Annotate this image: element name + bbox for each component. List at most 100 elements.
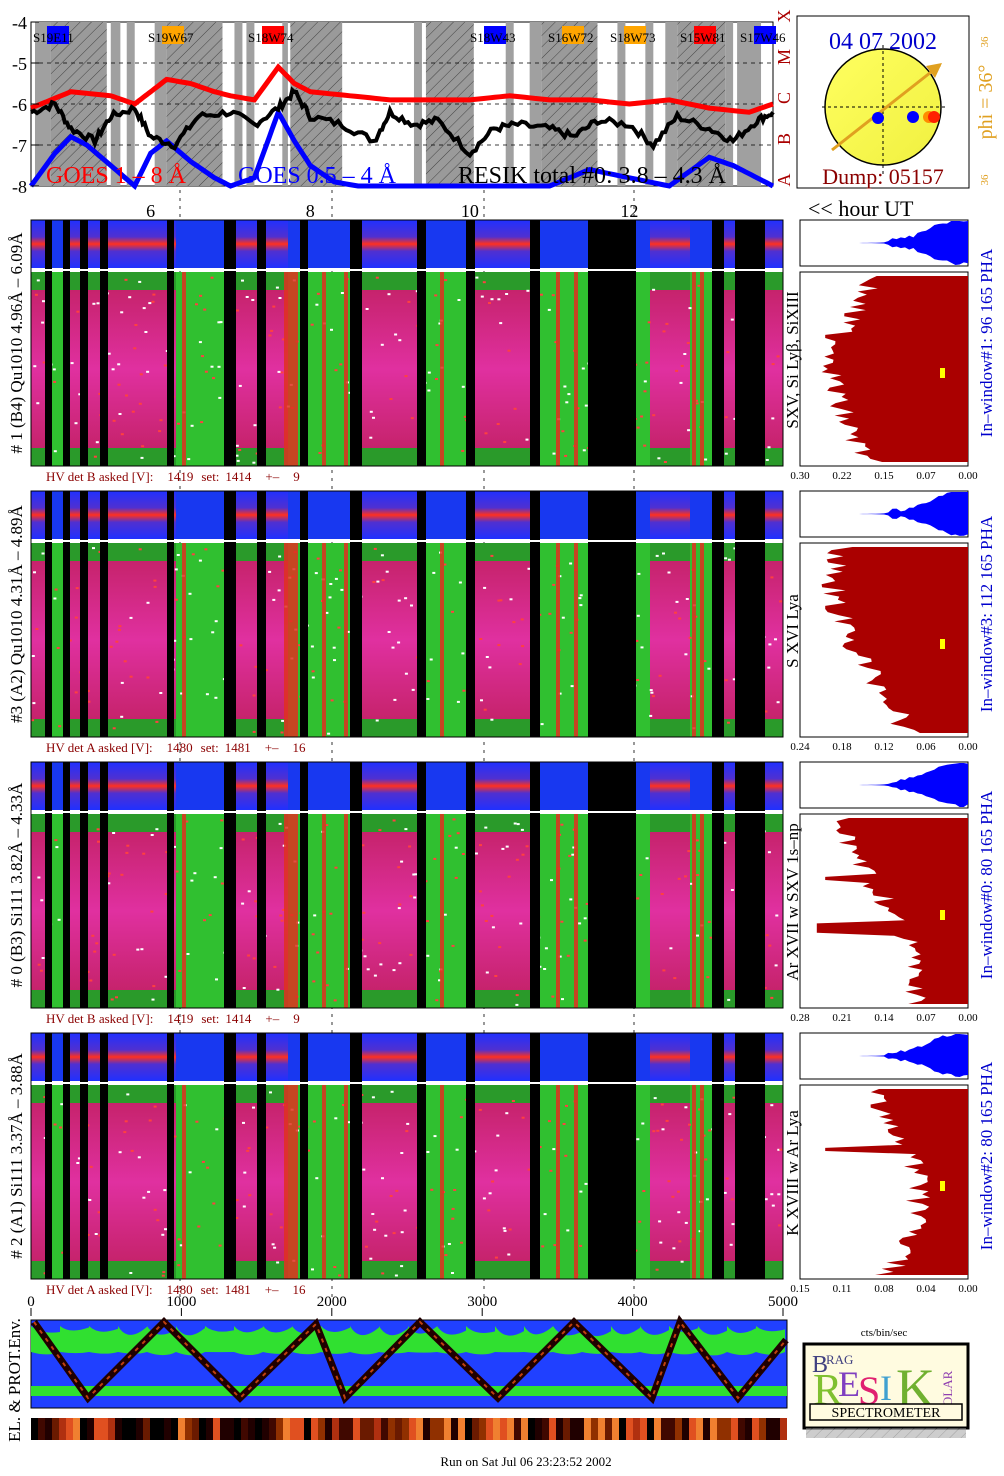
noise-speck <box>238 449 242 451</box>
noise-speck <box>310 645 314 648</box>
green-column <box>426 814 466 1008</box>
noise-speck <box>497 298 501 301</box>
noise-speck <box>433 1135 437 1138</box>
noise-speck <box>395 1189 399 1192</box>
noise-speck <box>777 1193 781 1196</box>
data-gap <box>167 762 174 1008</box>
noise-speck <box>405 1130 409 1133</box>
noise-speck <box>242 1205 246 1208</box>
noise-speck <box>727 998 731 1001</box>
noise-speck <box>636 679 640 681</box>
in-window-label: In–window#2: 80 165 PHA <box>977 1061 996 1250</box>
noise-speck <box>432 571 436 574</box>
noise-speck <box>42 300 45 303</box>
noise-speck <box>578 597 582 600</box>
region-color-chip <box>47 26 69 44</box>
noise-speck <box>112 727 116 730</box>
noise-speck <box>484 920 488 922</box>
noise-speck <box>641 1122 645 1125</box>
noise-speck <box>462 689 466 692</box>
particle-band <box>205 1326 234 1353</box>
detector-label: # 1 (B4) Qu1010 4.96Å – 6.09Å <box>7 232 26 454</box>
noise-speck <box>770 1193 774 1196</box>
activity-cell <box>633 1418 640 1440</box>
noise-speck <box>764 710 768 713</box>
goes-y-tick-label: -6 <box>12 95 27 115</box>
noise-speck <box>177 422 180 425</box>
noise-speck <box>236 459 240 462</box>
blue-column <box>288 762 350 810</box>
noise-speck <box>558 692 562 695</box>
noise-speck <box>387 631 391 633</box>
phi-angle: phi = 36° <box>975 65 997 140</box>
noise-speck <box>770 1104 774 1107</box>
activity-cell <box>87 1418 94 1440</box>
activity-cell <box>780 1418 787 1440</box>
noise-speck <box>156 1219 160 1222</box>
noise-speck <box>413 896 417 899</box>
flare-stripe <box>692 543 696 737</box>
activity-cell <box>647 1418 654 1440</box>
noise-speck <box>238 384 242 387</box>
noise-speck <box>457 299 461 301</box>
data-gap <box>100 491 108 737</box>
activity-cell <box>31 1418 38 1440</box>
noise-speck <box>658 1220 662 1223</box>
noise-speck <box>516 823 520 826</box>
data-gap <box>257 762 266 1008</box>
noise-speck <box>655 1268 659 1271</box>
activity-cell <box>752 1418 759 1440</box>
activity-cell <box>346 1418 353 1440</box>
data-gap <box>167 491 174 737</box>
activity-cell <box>332 1418 339 1440</box>
noise-speck <box>774 964 778 967</box>
noise-speck <box>569 898 573 901</box>
spectral-image <box>31 272 783 466</box>
noise-speck <box>311 1268 314 1271</box>
noise-speck <box>482 281 486 284</box>
noise-speck <box>152 985 156 988</box>
spectrum-tick-label: 0.00 <box>958 470 978 482</box>
blue-column <box>288 1033 350 1081</box>
noise-speck <box>414 873 418 876</box>
hv-delta: 9 <box>293 1011 300 1026</box>
noise-speck <box>366 968 370 971</box>
eclipse-band <box>234 22 243 186</box>
noise-speck <box>124 1120 128 1123</box>
noise-speck <box>392 1232 396 1235</box>
noise-speck <box>525 845 529 848</box>
activity-cell <box>178 1418 185 1440</box>
noise-speck <box>43 1096 47 1099</box>
noise-speck <box>204 370 208 373</box>
noise-speck <box>385 570 389 573</box>
noise-speck <box>515 858 519 861</box>
noise-speck <box>206 1166 210 1169</box>
noise-speck <box>551 294 555 297</box>
noise-speck <box>570 685 574 688</box>
spectrum-tick-label: 0.22 <box>832 470 851 482</box>
noise-speck <box>255 915 259 918</box>
noise-speck <box>379 963 383 966</box>
noise-speck <box>652 288 656 291</box>
noise-speck <box>163 364 167 367</box>
noise-speck <box>662 330 666 333</box>
data-gap <box>45 762 52 1008</box>
noise-speck <box>662 552 665 555</box>
noise-speck <box>407 300 411 303</box>
green-column <box>636 1085 650 1279</box>
data-gap <box>588 491 636 737</box>
particle-band <box>640 1326 669 1355</box>
activity-cell <box>94 1418 101 1440</box>
eclipse-band <box>110 22 121 186</box>
noise-speck <box>456 700 460 703</box>
noise-speck <box>653 1097 657 1100</box>
hv-set: 1481 <box>225 1282 251 1297</box>
noise-speck <box>140 456 144 459</box>
noise-speck <box>502 1227 506 1230</box>
noise-speck <box>201 1160 205 1163</box>
activity-cell <box>423 1418 430 1440</box>
blue-column <box>540 762 588 810</box>
noise-speck <box>363 955 367 958</box>
blue-column <box>52 220 63 268</box>
pha-histogram <box>800 763 968 807</box>
